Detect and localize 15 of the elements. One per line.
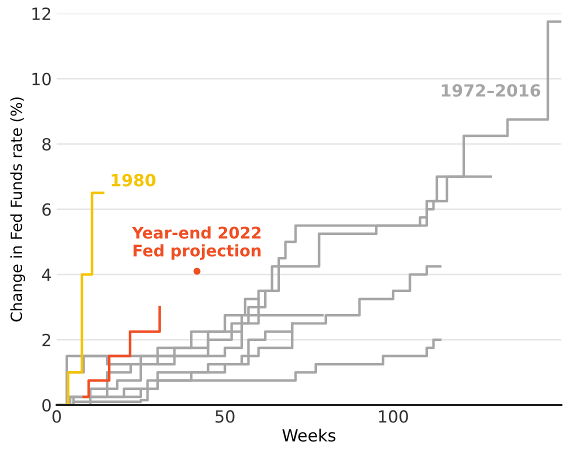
x-tick-label: 0 (52, 410, 61, 423)
x-axis-title: Weeks (282, 428, 336, 442)
x-tick-label: 50 (216, 410, 234, 423)
series-label: Year-end 2022 Fed projection (132, 226, 261, 260)
y-tick-label: 2 (42, 334, 50, 346)
series-label: 1972–2016 (442, 84, 540, 97)
y-tick-label: 4 (42, 268, 51, 281)
y-tick-label: 10 (32, 72, 51, 86)
y-tick-label: 0 (42, 398, 51, 412)
y-tick-label: 8 (42, 138, 51, 151)
y-tick-label: 12 (32, 7, 50, 20)
x-tick-label: 100 (379, 410, 408, 423)
y-axis-title: Change in Fed Funds rate (%) (10, 97, 26, 322)
series-label: 1980 (112, 174, 156, 186)
y-tick-label: 6 (42, 203, 51, 216)
